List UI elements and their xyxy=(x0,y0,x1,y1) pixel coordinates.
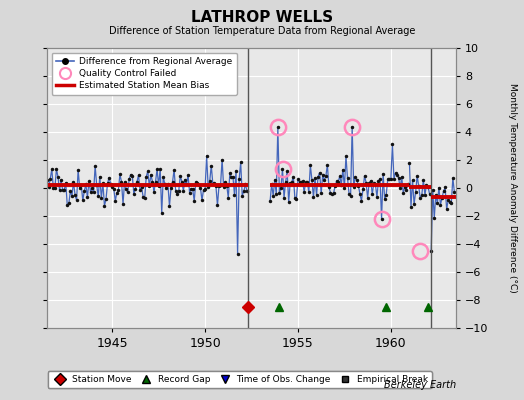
Text: LATHROP WELLS: LATHROP WELLS xyxy=(191,10,333,25)
Text: Berkeley Earth: Berkeley Earth xyxy=(384,380,456,390)
Legend: Station Move, Record Gap, Time of Obs. Change, Empirical Break: Station Move, Record Gap, Time of Obs. C… xyxy=(48,371,432,388)
Text: Difference of Station Temperature Data from Regional Average: Difference of Station Temperature Data f… xyxy=(109,26,415,36)
Y-axis label: Monthly Temperature Anomaly Difference (°C): Monthly Temperature Anomaly Difference (… xyxy=(508,83,517,293)
